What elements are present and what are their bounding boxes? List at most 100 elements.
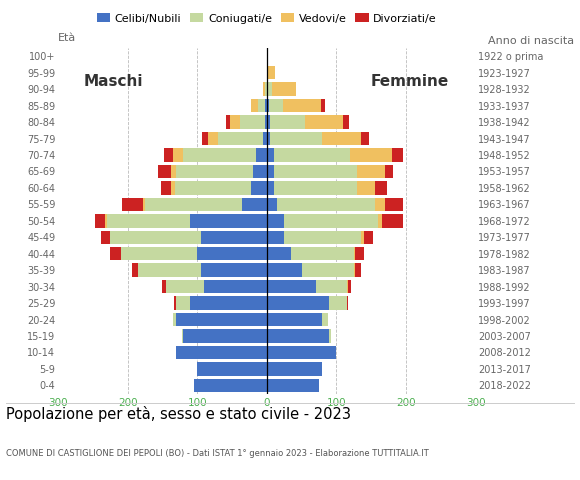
Bar (283, 99, 321, 112)
Bar (382, 214, 403, 228)
Bar (322, 313, 328, 326)
Bar (201, 264, 267, 277)
Bar (264, 83, 267, 96)
Bar (264, 115, 267, 129)
Bar (143, 198, 145, 211)
Bar (378, 214, 382, 228)
Bar (101, 230, 110, 244)
Bar (138, 264, 201, 277)
Bar (266, 99, 267, 112)
Bar (267, 99, 269, 112)
Bar (267, 329, 329, 343)
Bar (355, 264, 361, 277)
Bar (267, 148, 274, 162)
Bar (175, 181, 252, 194)
Bar (385, 165, 393, 178)
Bar (321, 99, 325, 112)
Bar (172, 181, 175, 194)
Bar (354, 264, 355, 277)
Bar (329, 296, 347, 310)
Bar (197, 362, 267, 376)
Bar (267, 346, 336, 359)
Bar (110, 247, 121, 261)
Bar (171, 165, 176, 178)
Bar (252, 181, 267, 194)
Bar (183, 148, 256, 162)
Bar (158, 165, 171, 178)
Bar (183, 329, 267, 343)
Text: COMUNE DI CASTIGLIONE DEI PEPOLI (BO) - Dati ISTAT 1° gennaio 2023 - Elaborazion: COMUNE DI CASTIGLIONE DEI PEPOLI (BO) - … (6, 449, 429, 458)
Bar (302, 264, 354, 277)
Bar (274, 148, 350, 162)
Bar (347, 280, 351, 293)
Bar (267, 247, 291, 261)
Bar (284, 230, 361, 244)
Bar (162, 280, 166, 293)
Bar (176, 346, 267, 359)
Bar (95, 214, 106, 228)
Bar (263, 132, 267, 145)
Bar (385, 198, 403, 211)
Bar (201, 230, 267, 244)
Text: Maschi: Maschi (84, 74, 143, 89)
Bar (267, 214, 284, 228)
Bar (253, 165, 267, 178)
Bar (355, 247, 364, 261)
Bar (197, 247, 267, 261)
Bar (267, 313, 322, 326)
Bar (256, 148, 267, 162)
Bar (268, 83, 271, 96)
Bar (267, 165, 274, 178)
Bar (267, 264, 302, 277)
Bar (361, 132, 369, 145)
Bar (270, 115, 305, 129)
Bar (176, 313, 267, 326)
Bar (267, 83, 268, 96)
Bar (161, 181, 172, 194)
Text: Età: Età (58, 33, 76, 43)
Bar (322, 132, 361, 145)
Bar (166, 280, 204, 293)
Bar (190, 214, 267, 228)
Bar (357, 181, 375, 194)
Bar (267, 362, 322, 376)
Bar (174, 296, 176, 310)
Bar (107, 214, 190, 228)
Bar (361, 230, 364, 244)
Bar (267, 230, 284, 244)
Bar (267, 296, 329, 310)
Bar (347, 296, 348, 310)
Text: Anno di nascita: Anno di nascita (488, 36, 574, 46)
Bar (194, 379, 267, 392)
Bar (364, 230, 372, 244)
Bar (176, 165, 253, 178)
Bar (329, 329, 331, 343)
Bar (316, 280, 347, 293)
Bar (242, 198, 267, 211)
Bar (165, 148, 173, 162)
Bar (204, 280, 267, 293)
Bar (226, 115, 230, 129)
Bar (267, 49, 268, 63)
Bar (269, 99, 283, 112)
Bar (267, 280, 316, 293)
Bar (267, 379, 319, 392)
Bar (208, 132, 218, 145)
Bar (350, 148, 392, 162)
Bar (202, 132, 208, 145)
Bar (176, 296, 190, 310)
Bar (375, 181, 387, 194)
Bar (291, 247, 354, 261)
Bar (357, 165, 385, 178)
Bar (132, 264, 138, 277)
Bar (110, 230, 201, 244)
Bar (230, 115, 240, 129)
Bar (263, 83, 264, 96)
Bar (274, 181, 357, 194)
Bar (121, 247, 197, 261)
Bar (252, 99, 259, 112)
Bar (274, 165, 357, 178)
Bar (268, 66, 275, 79)
Bar (343, 115, 349, 129)
Bar (375, 198, 385, 211)
